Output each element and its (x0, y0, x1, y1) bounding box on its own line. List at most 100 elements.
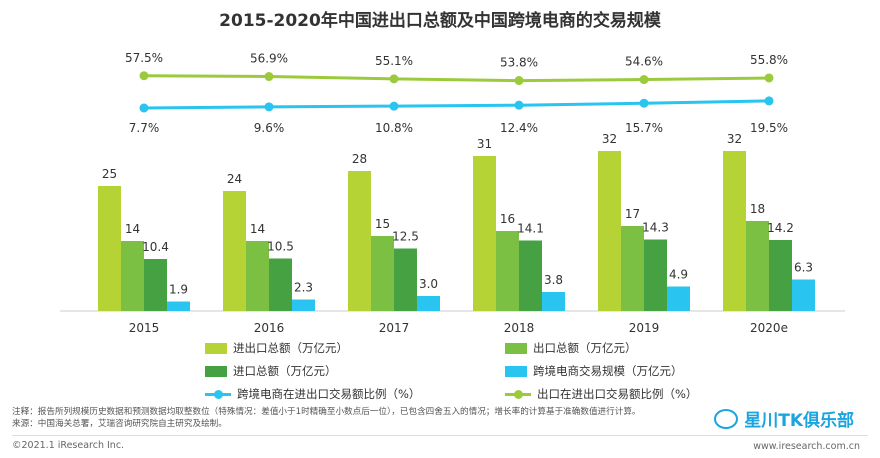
bar-label-1-2: 15 (375, 217, 390, 231)
bar-1-0 (121, 241, 144, 311)
export-ratio-label-5: 55.8% (750, 53, 788, 67)
note-line-2: 来源：中国海关总署，艾瑞咨询研究院自主研究及绘制。 (12, 419, 227, 429)
bar-0-1 (223, 191, 246, 311)
export-ratio-point-3 (514, 76, 524, 86)
legend-label-export-ratio: 出口在进出口交易额比例（%） (537, 387, 698, 401)
bar-1-2 (371, 236, 394, 311)
bar-label-0-0: 25 (102, 167, 117, 181)
bar-2-4 (644, 239, 667, 311)
bar-3-3 (542, 292, 565, 311)
bar-label-1-5: 18 (750, 202, 765, 216)
ecommerce-ratio-point-1 (264, 102, 274, 112)
ecommerce-ratio-label-1: 9.6% (254, 121, 285, 135)
bar-3-1 (292, 299, 315, 311)
bar-0-3 (473, 156, 496, 311)
watermark: 星川TK俱乐部 (714, 406, 854, 431)
legend-item-import: 进口总额（万亿元） (205, 363, 337, 379)
ecommerce-ratio-line (143, 99, 770, 110)
export-ratio-label-0: 57.5% (125, 51, 163, 65)
ecommerce-ratio-label-3: 12.4% (500, 121, 538, 135)
ecommerce-ratio-label-0: 7.7% (129, 121, 160, 135)
bar-label-1-3: 16 (500, 212, 515, 226)
bar-3-5 (792, 279, 815, 311)
legend-label-import: 进口总额（万亿元） (233, 364, 337, 378)
ecommerce-ratio-point-2 (389, 101, 399, 111)
export-ratio-label-3: 53.8% (500, 56, 538, 70)
bar-label-1-4: 17 (625, 207, 640, 221)
bar-label-2-2: 12.5 (392, 230, 419, 244)
copyright: ©2021.1 iResearch Inc. (12, 440, 125, 451)
bar-3-4 (667, 286, 690, 311)
wechat-icon (714, 408, 739, 429)
bar-label-0-5: 32 (727, 132, 742, 146)
note-line-1: 注释：报告所列规模历史数据和预测数据均取整数位（特殊情况：差值小于1时精确至小数… (12, 407, 641, 417)
x-tick-label-3: 2018 (504, 321, 535, 335)
bar-0-4 (598, 151, 621, 311)
export-ratio-point-2 (389, 74, 399, 84)
legend-item-export-ratio: 出口在进出口交易额比例（%） (505, 386, 697, 402)
bar-0-5 (723, 151, 746, 311)
legend-item-export: 出口总额（万亿元） (505, 340, 637, 356)
legend-swatch-import (205, 365, 227, 377)
bar-label-2-1: 10.5 (267, 240, 294, 254)
bar-1-3 (496, 231, 519, 311)
notes: 注释：报告所列规模历史数据和预测数据均取整数位（特殊情况：差值小于1时精确至小数… (12, 406, 872, 430)
bar-label-2-4: 14.3 (642, 221, 669, 235)
legend-label-total: 进出口总额（万亿元） (233, 341, 348, 355)
bar-label-2-5: 14.2 (767, 221, 794, 235)
export-ratio-point-1 (264, 72, 274, 82)
legend-swatch-total (205, 342, 227, 354)
bar-label-3-0: 1.9 (169, 283, 188, 297)
ecommerce-ratio-label-2: 10.8% (375, 121, 413, 135)
bar-label-1-1: 14 (250, 222, 265, 236)
bar-2-3 (519, 240, 542, 311)
bar-label-0-3: 31 (477, 137, 492, 151)
watermark-text: 星川TK俱乐部 (744, 411, 854, 431)
export-ratio-point-4 (639, 75, 649, 85)
export-ratio-label-1: 56.9% (250, 52, 288, 66)
bar-1-5 (746, 221, 769, 311)
legend-swatch-export-ratio (505, 389, 531, 400)
export-ratio-line (143, 74, 770, 83)
bar-0-0 (98, 186, 121, 311)
bar-2-0 (144, 259, 167, 311)
legend-label-ecommerce-ratio: 跨境电商在进出口交易额比例（%） (237, 387, 421, 401)
bar-2-5 (769, 240, 792, 311)
x-tick-label-0: 2015 (129, 321, 160, 335)
legend-swatch-ecommerce (505, 365, 527, 377)
bar-label-3-1: 2.3 (294, 281, 313, 295)
export-ratio-label-4: 54.6% (625, 55, 663, 69)
export-ratio-point-5 (764, 73, 774, 83)
bar-1-1 (246, 241, 269, 311)
legend-label-ecommerce: 跨境电商交易规模（万亿元） (533, 364, 683, 378)
export-ratio-label-2: 55.1% (375, 54, 413, 68)
website: www.iresearch.com.cn (753, 441, 860, 452)
legend-label-export: 出口总额（万亿元） (533, 341, 637, 355)
chart-canvas: 251410.41.92015241410.52.32016281512.53.… (60, 51, 845, 335)
bar-label-0-1: 24 (227, 172, 242, 186)
ecommerce-ratio-label-5: 19.5% (750, 121, 788, 135)
bar-label-2-0: 10.4 (142, 240, 169, 254)
x-tick-label-5: 2020e (750, 321, 788, 335)
legend-item-ecommerce: 跨境电商交易规模（万亿元） (505, 363, 683, 379)
chart-title: 2015-2020年中国进出口总额及中国跨境电商的交易规模 (219, 11, 661, 31)
x-tick-label-1: 2016 (254, 321, 285, 335)
bar-label-3-5: 6.3 (794, 261, 813, 275)
ecommerce-ratio-point-0 (139, 103, 149, 113)
x-tick-label-2: 2017 (379, 321, 410, 335)
ecommerce-ratio-point-3 (514, 100, 524, 110)
bar-2-1 (269, 258, 292, 311)
legend-item-ecommerce-ratio: 跨境电商在进出口交易额比例（%） (205, 386, 420, 402)
ecommerce-ratio-point-5 (764, 96, 774, 106)
bar-label-1-0: 14 (125, 222, 140, 236)
bar-1-4 (621, 226, 644, 311)
bar-label-3-3: 3.8 (544, 273, 563, 287)
bar-label-3-4: 4.9 (669, 268, 688, 282)
footer-divider (12, 435, 868, 436)
export-ratio-point-0 (139, 71, 149, 81)
ecommerce-ratio-point-4 (639, 98, 649, 108)
legend-swatch-ecommerce-ratio (205, 389, 231, 400)
bar-label-0-4: 32 (602, 132, 617, 146)
ecommerce-ratio-label-4: 15.7% (625, 121, 663, 135)
bar-label-3-2: 3.0 (419, 277, 438, 291)
